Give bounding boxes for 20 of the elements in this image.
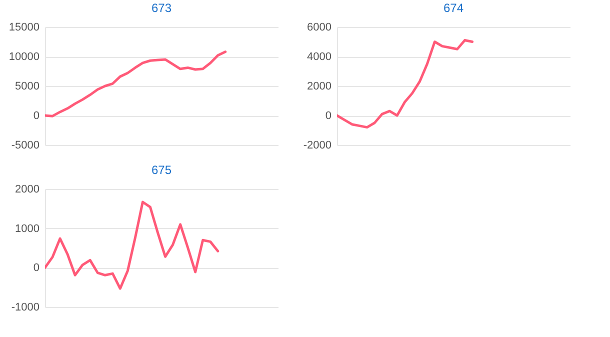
y-tick-label: -5000 [11, 140, 40, 152]
line-series [45, 200, 220, 290]
y-tick-label: 10000 [8, 51, 40, 63]
y-tick-label: 5000 [15, 80, 40, 92]
line-series [45, 50, 227, 118]
chart-title: 674 [443, 1, 464, 15]
y-tick-label: 0 [325, 110, 332, 122]
y-tick-label: 0 [33, 262, 40, 274]
y-tick-label: -1000 [11, 302, 40, 314]
y-tick-label: 15000 [8, 22, 40, 34]
y-tick-label: 0 [33, 110, 40, 122]
line-series [337, 39, 474, 129]
y-tick-label: 4000 [307, 51, 332, 63]
y-tick-label: -2000 [303, 140, 332, 152]
y-tick-label: 6000 [307, 22, 332, 34]
y-tick-label: 2000 [307, 80, 332, 92]
y-tick-label: 1000 [15, 222, 40, 235]
chart-title: 673 [151, 1, 172, 15]
chart-title: 675 [151, 163, 172, 177]
y-tick-label: 2000 [15, 184, 40, 196]
